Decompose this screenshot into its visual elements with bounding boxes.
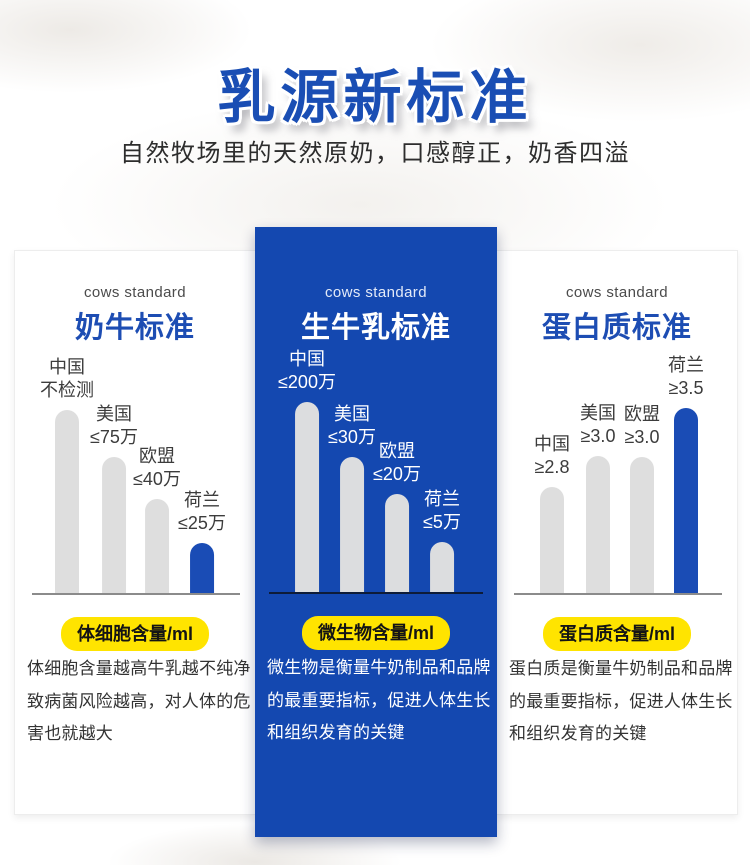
bar-eu xyxy=(145,499,169,593)
bar-eu xyxy=(630,457,654,593)
bar-country: 荷兰 xyxy=(184,489,220,510)
bar-country: 欧盟 xyxy=(139,445,175,466)
bar-label: 中国 ≤200万 xyxy=(278,348,336,396)
bar-country: 荷兰 xyxy=(423,488,460,509)
metric-badge: 蛋白质含量/ml xyxy=(542,617,692,651)
bar-group-eu: 欧盟 ≤40万 xyxy=(133,445,181,593)
bar-value: 不检测 xyxy=(40,380,94,401)
bar-country: 荷兰 xyxy=(668,354,704,375)
bar-label: 荷兰 ≥3.5 xyxy=(668,354,704,402)
metric-badge: 微生物含量/ml xyxy=(301,616,451,650)
bar-country: 中国 xyxy=(288,348,325,369)
bar-value: ≤200万 xyxy=(278,372,336,393)
page-subtitle: 自然牧场里的天然原奶，口感醇正，奶香四溢 xyxy=(120,140,630,167)
bar-label: 荷兰 ≤25万 xyxy=(178,489,226,537)
bar-value: ≤30万 xyxy=(328,427,376,448)
bar-label: 中国 ≥2.8 xyxy=(534,433,570,481)
bar-country: 美国 xyxy=(334,403,370,424)
bar-group-eu: 欧盟 ≥3.0 xyxy=(624,403,660,593)
bar-value: ≥3.0 xyxy=(580,426,616,447)
bar-value: ≤20万 xyxy=(373,464,421,485)
chart-baseline xyxy=(32,593,240,595)
bar-value: ≥3.0 xyxy=(624,427,660,448)
panel-cow-standard: cows standard 奶牛标准 中国 不检测 美国 ≤75万 欧盟 xyxy=(14,250,256,815)
panel-protein-standard: cows standard 蛋白质标准 中国 ≥2.8 美国 ≥3.0 xyxy=(496,250,738,815)
bar-group-eu: 欧盟 ≤20万 xyxy=(373,440,421,592)
panel-title: 生牛乳标准 xyxy=(300,312,451,344)
bar-value: ≥3.5 xyxy=(668,378,704,399)
bar-value: ≤40万 xyxy=(133,469,181,490)
chart-baseline xyxy=(514,593,722,595)
bar-country: 中国 xyxy=(49,356,85,377)
panel-description: 体细胞含量越高牛乳越不纯净致病菌风险越高，对人体的危害也就越大 xyxy=(27,659,251,744)
bar-group-china: 中国 不检测 xyxy=(40,356,94,593)
panel-description: 微生物是衡量牛奶制品和品牌的最重要指标，促进人体生长和组织发育的关键 xyxy=(267,658,491,743)
bar-group-netherlands: 荷兰 ≤5万 xyxy=(423,488,461,592)
bar-china xyxy=(294,402,319,592)
bar-group-netherlands: 荷兰 ≥3.5 xyxy=(668,354,704,593)
bar-label: 欧盟 ≤40万 xyxy=(133,445,181,493)
bar-country: 欧盟 xyxy=(379,440,415,461)
bar-usa xyxy=(102,457,126,593)
panel-eyebrow: cows standard xyxy=(566,284,668,301)
bar-label: 美国 ≤30万 xyxy=(328,403,376,451)
bar-country: 欧盟 xyxy=(624,403,660,424)
bar-label: 欧盟 ≥3.0 xyxy=(624,403,660,451)
panel-eyebrow: cows standard xyxy=(325,284,427,301)
bar-label: 欧盟 ≤20万 xyxy=(373,440,421,488)
bar-country: 美国 xyxy=(580,402,616,423)
bar-netherlands-highlight xyxy=(674,408,698,593)
bar-eu xyxy=(385,494,409,592)
bar-chart-somatic-cells: 中国 不检测 美国 ≤75万 欧盟 ≤40万 xyxy=(15,343,255,595)
bar-value: ≤25万 xyxy=(178,513,226,534)
bar-usa xyxy=(586,456,610,593)
panel-title: 蛋白质标准 xyxy=(541,312,692,344)
bar-group-usa: 美国 ≤75万 xyxy=(90,403,138,593)
bar-label: 中国 不检测 xyxy=(40,356,94,404)
bar-group-china: 中国 ≤200万 xyxy=(278,348,336,592)
panel-header: cows standard 奶牛标准 xyxy=(15,251,255,346)
bar-group-usa: 美国 ≤30万 xyxy=(328,403,376,592)
panel-eyebrow: cows standard xyxy=(84,284,186,301)
chart-baseline xyxy=(269,592,483,594)
panel-description: 蛋白质是衡量牛奶制品和品牌的最重要指标，促进人体生长和组织发育的关键 xyxy=(509,659,733,744)
bar-value: ≤75万 xyxy=(90,427,138,448)
bar-chart-microorganisms: 中国 ≤200万 美国 ≤30万 欧盟 ≤20万 xyxy=(255,342,497,594)
bar-label: 美国 ≥3.0 xyxy=(580,402,616,450)
bar-netherlands-highlight xyxy=(190,543,214,593)
bar-label: 美国 ≤75万 xyxy=(90,403,138,451)
bar-label: 荷兰 ≤5万 xyxy=(423,488,461,536)
bar-value: ≥2.8 xyxy=(534,457,570,478)
bar-value: ≤5万 xyxy=(423,512,461,533)
panel-title: 奶牛标准 xyxy=(74,312,195,344)
metric-badge: 体细胞含量/ml xyxy=(60,617,210,651)
bar-group-netherlands: 荷兰 ≤25万 xyxy=(178,489,226,593)
bar-country: 美国 xyxy=(96,403,132,424)
panel-raw-milk-standard: cows standard 生牛乳标准 中国 ≤200万 美国 ≤30万 xyxy=(255,227,497,837)
bar-group-usa: 美国 ≥3.0 xyxy=(580,402,616,593)
bar-usa xyxy=(340,457,364,592)
bar-china xyxy=(540,487,564,593)
bar-chart-protein: 中国 ≥2.8 美国 ≥3.0 欧盟 ≥3.0 xyxy=(497,343,737,595)
panel-header: cows standard 生牛乳标准 xyxy=(255,227,497,346)
panel-header: cows standard 蛋白质标准 xyxy=(497,251,737,346)
bar-group-china: 中国 ≥2.8 xyxy=(534,433,570,593)
bar-netherlands xyxy=(429,542,454,592)
bar-china xyxy=(55,410,79,593)
page-title: 乳源新标准 xyxy=(217,65,533,130)
bar-country: 中国 xyxy=(534,433,570,454)
